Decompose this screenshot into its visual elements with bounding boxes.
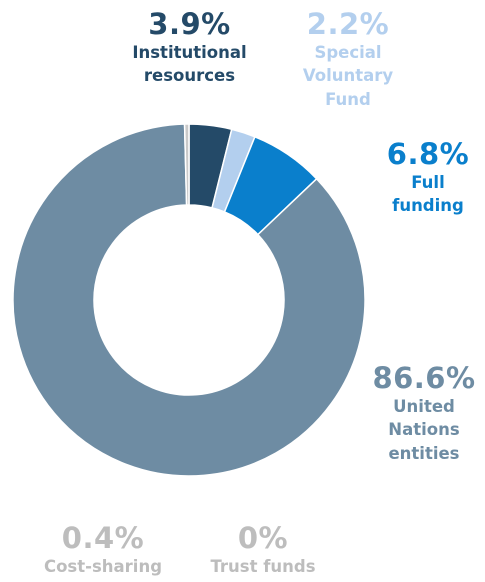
slice-percent-label: 0% — [237, 521, 289, 555]
slice-name-label: Cost-sharing — [43, 557, 163, 577]
slice-name-label: Nations — [388, 420, 460, 440]
slice-label-3: 86.6% United Nations entities — [363, 361, 485, 465]
slice-percent-label: 86.6% — [372, 361, 476, 395]
slice-percent-label: 2.2% — [306, 7, 390, 41]
slice-name-label: entities — [388, 443, 460, 463]
slice-label-2: 6.8% Full funding — [372, 137, 484, 218]
slice-name-label: United — [393, 397, 455, 417]
slice-name-label: Fund — [325, 89, 371, 109]
slice-name-label: Institutional — [132, 43, 247, 63]
donut-slice-4 — [183, 123, 190, 206]
slice-percent-label: 6.8% — [386, 137, 470, 171]
slice-name-label: Full — [411, 173, 445, 193]
slice-name-label: resources — [143, 66, 236, 86]
slice-label-0: 3.9% Institutional resources — [112, 7, 267, 88]
slice-percent-label: 0.4% — [61, 521, 145, 555]
slice-percent-label: 3.9% — [148, 7, 231, 41]
donut-slices — [12, 123, 366, 477]
slice-name-label: funding — [392, 196, 464, 216]
slice-name-label: Trust funds — [210, 557, 316, 577]
slice-label-5: 0% Trust funds — [198, 521, 328, 578]
donut-slice-3 — [12, 123, 366, 477]
slice-name-label: Voluntary — [302, 66, 394, 86]
slice-label-4: 0.4% Cost-sharing — [18, 521, 188, 578]
slice-label-1: 2.2% Special Voluntary Fund — [268, 7, 428, 111]
slice-name-label: Special — [314, 43, 382, 63]
